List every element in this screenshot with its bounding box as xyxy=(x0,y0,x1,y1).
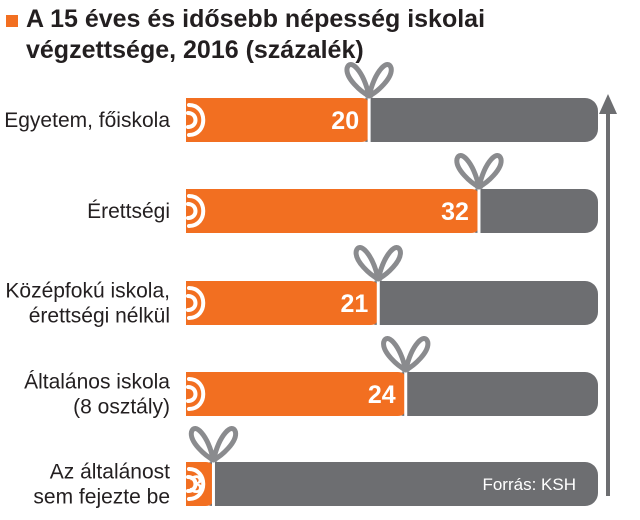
bar-value xyxy=(186,98,370,142)
ribbon-bow-icon xyxy=(353,245,403,282)
value-label: 3 xyxy=(190,471,204,499)
category-label: Érettségi xyxy=(87,200,170,223)
ribbon-knot xyxy=(474,181,483,189)
ribbon-knot xyxy=(401,364,410,372)
value-label: 32 xyxy=(441,198,469,226)
roll-spiral-icon xyxy=(186,286,206,320)
ribbon-knot xyxy=(365,90,374,98)
bars-group: 20 Egyetem, főiskola 32 Érettségi 21 Középfok… xyxy=(4,62,598,509)
roll-spiral-icon xyxy=(186,103,206,137)
value-label: 20 xyxy=(331,107,359,135)
category-label-line: Középfokú iskola, xyxy=(5,280,170,303)
bar-value xyxy=(186,281,379,325)
bar-value xyxy=(186,189,479,233)
bar-value xyxy=(186,462,214,506)
category-label: Az általánost sem fejezte be xyxy=(33,461,170,509)
ribbon-knot xyxy=(209,454,218,462)
title-marker-square xyxy=(6,15,18,27)
roll-spiral-icon xyxy=(186,194,206,228)
bar-remainder xyxy=(464,189,598,233)
ribbon-bow-icon xyxy=(188,426,238,463)
category-label-line: (8 osztály) xyxy=(73,396,170,419)
roll-spiral-icon xyxy=(186,377,206,411)
ribbon-bow-icon xyxy=(381,336,431,373)
category-label: Egyetem, főiskola xyxy=(4,109,170,132)
value-label: 24 xyxy=(368,381,396,409)
bar-value xyxy=(186,372,406,416)
category-label-line: Egyetem, főiskola xyxy=(4,109,170,132)
title-marker-fill xyxy=(6,15,18,27)
category-label-line: Érettségi xyxy=(87,200,170,223)
category-label: Általános iskola (8 osztály) xyxy=(24,371,170,419)
chart-title: A 15 éves és idősebb népesség iskolai vé… xyxy=(26,5,486,64)
axis-arrow xyxy=(599,94,617,496)
bar-remainder xyxy=(355,98,598,142)
category-label-line: sem fejezte be xyxy=(33,486,170,509)
ribbon-knot xyxy=(374,273,383,281)
bar-remainder xyxy=(364,281,598,325)
category-label-line: Általános iskola xyxy=(24,371,170,394)
axis-arrow-head xyxy=(599,94,617,114)
category-label: Középfokú iskola, érettségi nélkül xyxy=(5,280,170,328)
ribbon-bow-icon xyxy=(344,62,394,99)
bar-remainder xyxy=(391,372,598,416)
source-label: Forrás: KSH xyxy=(482,475,576,494)
category-label-line: Az általánost xyxy=(50,461,170,484)
bar-remainder xyxy=(199,462,598,506)
category-label-line: érettségi nélkül xyxy=(29,305,170,328)
roll-spiral-icon xyxy=(186,467,206,501)
ribbon-bow-icon xyxy=(454,153,504,190)
value-label: 21 xyxy=(340,290,368,318)
